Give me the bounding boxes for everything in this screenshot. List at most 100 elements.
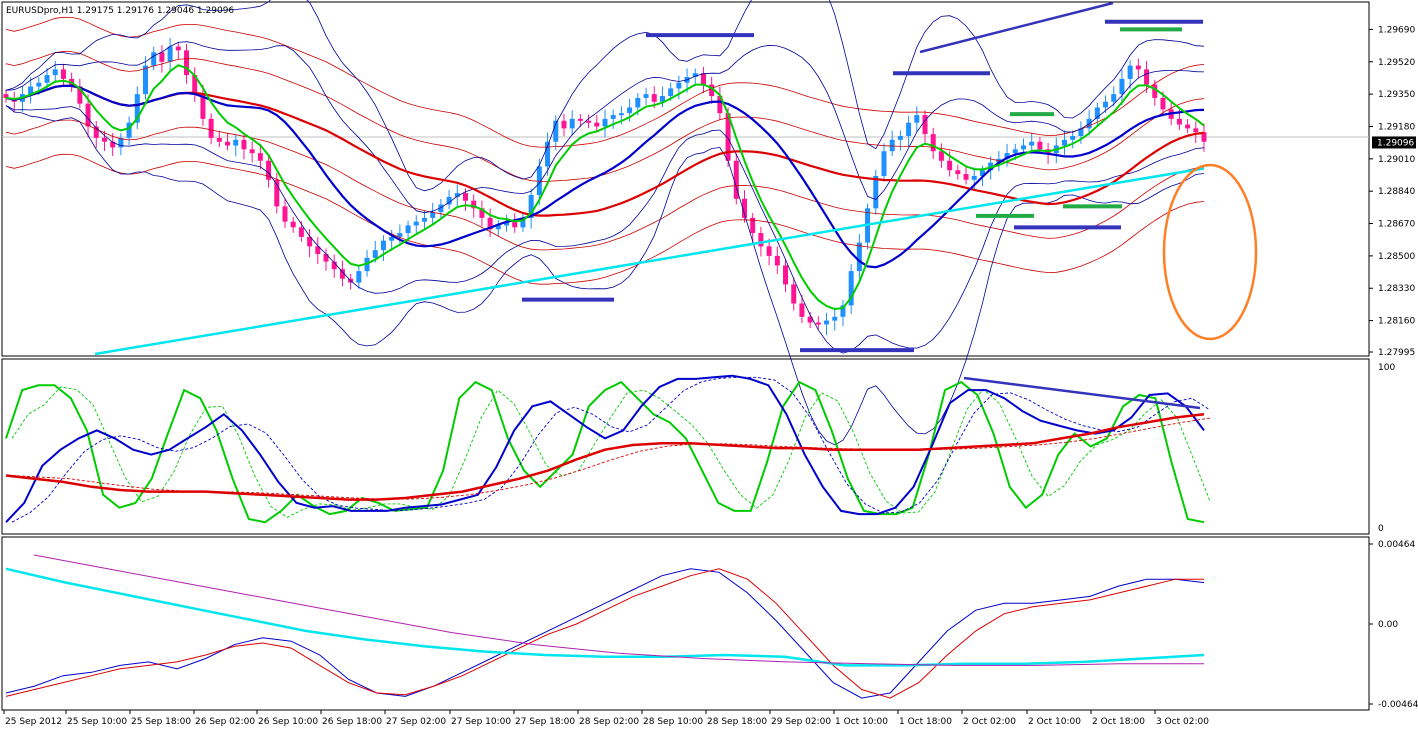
trend-line — [94, 167, 1205, 356]
candle-body — [725, 113, 731, 161]
candle-body — [421, 217, 427, 222]
candle-body — [430, 212, 436, 218]
drawn-trendline — [919, 1, 1114, 54]
candle-body — [307, 236, 313, 247]
main-panel[interactable] — [1, 1, 1370, 357]
candle-body — [750, 217, 756, 234]
candle-body — [815, 322, 821, 325]
candle-body — [175, 46, 181, 51]
macd-tick-label: -0.00464 — [1378, 700, 1418, 710]
candle-body — [241, 139, 247, 150]
x-tick-label: 2 Oct 02:00 — [963, 717, 1016, 727]
candle-body — [733, 160, 739, 199]
candle-body — [643, 94, 649, 98]
y-tick-label: 1.28840 — [1378, 187, 1415, 197]
candle-body — [602, 118, 608, 127]
candle-body — [618, 113, 624, 116]
candle-body — [290, 221, 296, 228]
candle-body — [528, 194, 534, 218]
candle-body — [134, 94, 140, 123]
candle-body — [1029, 141, 1035, 146]
candle-body — [577, 118, 583, 121]
candle-body — [93, 126, 99, 138]
axis-layer: 1.29690 1.29520 1.29350 1.29180 1.29010 1.288… — [3, 25, 1418, 727]
candle-body — [339, 269, 345, 279]
candle-body — [586, 120, 592, 123]
candle-body — [1103, 101, 1109, 108]
x-tick-label: 26 Sep 18:00 — [322, 717, 382, 727]
candle-body — [85, 103, 91, 127]
candle-body — [832, 316, 838, 321]
candle-body — [52, 69, 58, 76]
candle-body — [282, 206, 288, 222]
stochastic-tick-label: 0 — [1378, 524, 1384, 534]
candle-body — [930, 134, 936, 152]
candle-body — [520, 217, 526, 228]
bollinger-lower — [5, 105, 1205, 446]
candle-body — [938, 151, 944, 161]
ema-fast-line — [5, 64, 1205, 311]
candle-body — [1127, 65, 1133, 79]
x-tick-label: 26 Sep 10:00 — [258, 717, 318, 727]
y-tick-label: 1.28160 — [1378, 317, 1415, 327]
x-tick-label: 25 Sep 2012 — [5, 717, 62, 727]
x-tick-label: 25 Sep 18:00 — [131, 717, 191, 727]
candle-body — [856, 242, 862, 272]
candle-body — [257, 153, 263, 161]
candle-body — [323, 253, 329, 262]
candle-body — [151, 52, 157, 66]
candle-body — [594, 122, 600, 127]
candle-body — [1078, 128, 1084, 136]
candle-body — [438, 204, 444, 213]
x-tick-label: 28 Sep 18:00 — [707, 717, 767, 727]
macd-tick-label: 0.00464 — [1378, 540, 1415, 550]
x-tick-label: 27 Sep 18:00 — [515, 717, 575, 727]
x-tick-label: 26 Sep 02:00 — [195, 717, 255, 727]
candle-body — [405, 225, 411, 234]
candle-body — [184, 50, 190, 76]
bollinger-lower — [5, 105, 1205, 354]
x-tick-label: 27 Sep 02:00 — [386, 717, 446, 727]
candle-body — [192, 75, 198, 95]
y-tick-label: 1.29690 — [1378, 25, 1415, 35]
candle-body — [298, 227, 304, 237]
stochastic-series-layer — [5, 374, 1211, 524]
stochastic-tick-label: 100 — [1378, 363, 1395, 373]
candle-body — [1201, 132, 1207, 142]
x-tick-label: 28 Sep 10:00 — [643, 717, 703, 727]
candle-body — [947, 160, 953, 171]
stochastic-panel[interactable] — [1, 358, 1370, 535]
candle-body — [315, 246, 321, 254]
candle-body — [36, 82, 42, 87]
x-tick-label: 25 Sep 10:00 — [67, 717, 127, 727]
stochastic-divergence-line — [963, 376, 1201, 410]
candle-body — [889, 139, 895, 152]
candle-body — [101, 137, 107, 142]
candle-body — [668, 88, 674, 97]
candle-body — [758, 233, 764, 247]
candle-body — [216, 137, 222, 142]
candle-body — [1070, 135, 1076, 140]
target-ellipse — [1162, 163, 1258, 341]
macd-panel[interactable] — [1, 536, 1370, 711]
y-tick-label: 1.28500 — [1378, 252, 1415, 262]
candle-body — [914, 115, 920, 123]
candle-body — [799, 303, 805, 317]
candle-body — [635, 97, 641, 108]
candle-body — [60, 69, 66, 79]
candle-body — [44, 75, 50, 83]
candle-body — [413, 221, 419, 226]
bollinger-upper — [5, 0, 1205, 192]
macd-line — [5, 567, 1205, 667]
candle-body — [1119, 78, 1125, 95]
x-tick-label: 2 Oct 18:00 — [1092, 717, 1145, 727]
candle-body — [389, 236, 395, 241]
candle-body — [536, 166, 542, 195]
candle-body — [1135, 65, 1141, 70]
candle-body — [356, 271, 362, 283]
candle-body — [487, 217, 493, 230]
candle-body — [28, 86, 34, 95]
candle-body — [783, 265, 789, 285]
candle-body — [274, 179, 280, 207]
